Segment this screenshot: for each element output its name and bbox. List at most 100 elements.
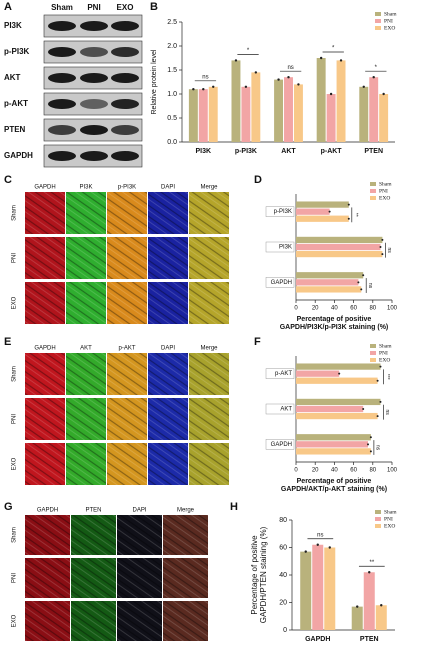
micro-column-label: GAPDH [37,508,58,514]
blot-band [48,73,76,83]
legend-label: EXO [379,195,390,201]
significance-label: * [247,48,250,54]
y-tick-label: GAPDH [271,442,292,448]
data-dot [297,83,300,86]
micro-column-label: GAPDH [34,185,55,191]
bar [336,60,346,142]
micrograph-texture [189,192,229,234]
data-dot [380,604,383,607]
micro-column-label: Merge [200,346,218,352]
micro-row-label: PNI [12,573,18,583]
micrograph-texture [148,282,188,324]
legend-label: Sham [379,181,392,187]
micrograph-texture [66,398,106,440]
data-dot [362,408,365,410]
y-axis-label: Relative protein level [151,49,158,114]
micro-row-label: EXO [12,296,18,309]
data-dot [287,76,290,79]
micrograph-texture [189,443,229,485]
blot-band [111,73,139,83]
data-dot [376,415,379,418]
data-dot [328,210,331,213]
micro-row-label: PNI [12,253,18,263]
bar [296,370,340,377]
micro-row-label: Sham [12,205,18,221]
micrograph-texture [148,353,188,395]
significance-label: ns [386,248,392,254]
category-box [265,277,295,288]
bar [375,605,387,630]
micrograph-texture [66,353,106,395]
data-dot [357,281,360,284]
legend-label: PNI [379,350,388,356]
data-dot [379,400,382,403]
micrograph-texture [117,558,162,598]
micrograph-texture [163,601,208,641]
data-dot [202,88,205,91]
category-box [265,206,295,217]
panel-label: E [4,336,11,348]
category-box [265,368,295,379]
data-dot [362,274,365,277]
x-tick-label: p-PI3K [235,148,257,155]
category-box [265,439,295,450]
y-tick-label: 2.0 [167,43,177,50]
x-tick-label: 0 [294,468,298,474]
micrograph-texture [117,515,162,555]
micro-row-label: Sham [12,527,18,543]
data-dot [372,76,375,79]
data-dot [381,238,384,241]
blot-band [48,99,76,109]
bar [296,250,383,258]
micrograph-texture [107,443,147,485]
blot-row-label: p-AKT [4,99,28,108]
bar [296,448,371,455]
micrograph-texture [66,282,106,324]
micrograph-texture [71,558,116,598]
significance-label: * [375,65,378,71]
data-dot [362,85,365,89]
micro-row-label: EXO [12,457,18,470]
bar [296,272,364,279]
y-tick-label: p-PI3K [274,209,292,215]
micro-column-label: PI3K [79,185,92,191]
micrograph-texture [25,192,65,234]
blot-row-label: PI3K [4,21,22,30]
blot-band [48,125,76,135]
legend-swatch [375,26,381,30]
legend-swatch [375,19,381,23]
legend-label: EXO [384,523,395,529]
x-tick-label: AKT [281,148,296,155]
micrograph-texture [66,237,106,279]
data-dot [368,571,371,574]
blot-band [111,99,139,109]
micro-column-label: p-AKT [118,346,135,352]
micrograph-texture [117,601,162,641]
micrograph-texture [25,601,70,641]
micrograph-texture [25,353,65,395]
micrograph-texture [25,558,70,598]
significance-label: ** [369,560,374,566]
data-dot [382,92,385,96]
x-tick-label: PTEN [364,148,383,155]
bar [251,72,261,142]
data-dot [381,253,384,256]
data-dot [347,203,350,206]
blot-band [111,125,139,135]
bar [363,572,375,630]
blot-band [80,125,108,135]
category-box [265,241,295,253]
y-tick-label: 40 [279,572,287,579]
micrograph-texture [66,443,106,485]
bar [241,86,251,142]
panel-label: D [254,174,262,186]
significance-label: *** [384,374,390,380]
data-dot [277,78,280,81]
legend-label: EXO [379,357,390,363]
micrograph-texture [71,601,116,641]
bar [296,434,371,441]
legend-swatch [370,358,376,362]
data-dot [328,546,331,549]
micro-row-label: PNI [12,414,18,424]
